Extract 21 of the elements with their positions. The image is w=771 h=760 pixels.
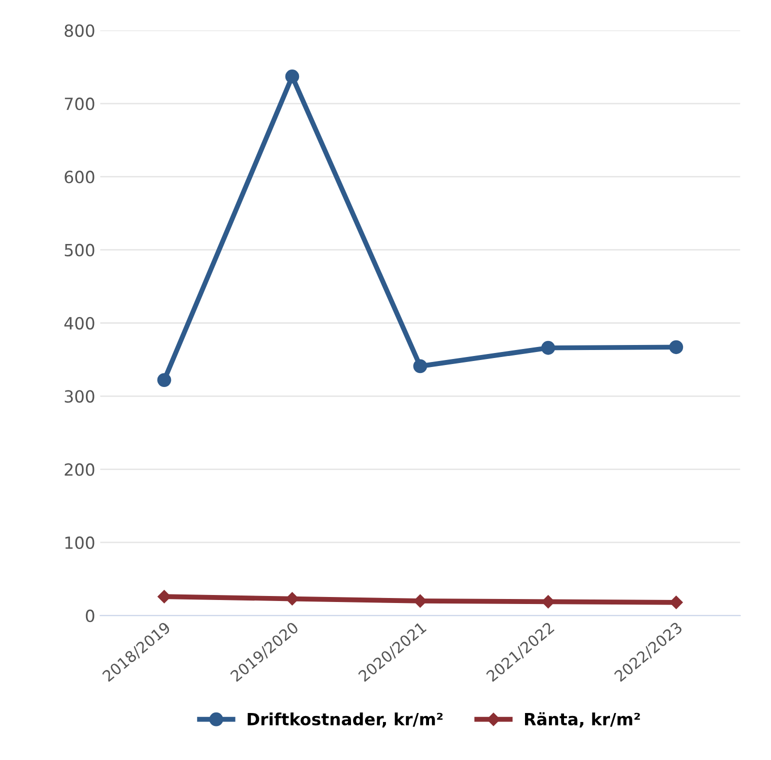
y-tick-label: 300 [64,390,94,403]
y-tick-label: 100 [65,536,94,550]
point [542,595,555,608]
y-tick-label: 0 [86,610,94,622]
y-tick-label: 600 [64,170,94,184]
legend-label: Driftkostnader, kr/m² [248,712,443,728]
y-tick-label: 700 [64,98,94,110]
point [157,373,172,387]
point [670,596,683,610]
point [414,594,427,608]
point [285,70,300,84]
point [158,590,171,604]
y-tick-label: 800 [64,24,94,37]
y-tick-label: 200 [64,463,94,476]
y-tick-label: 400 [64,316,94,330]
point [541,340,556,355]
point [413,359,428,374]
point [669,340,684,354]
legend-label: Ränta, kr/m² [525,712,640,728]
y-tick-label: 500 [64,244,94,256]
point [286,592,299,606]
